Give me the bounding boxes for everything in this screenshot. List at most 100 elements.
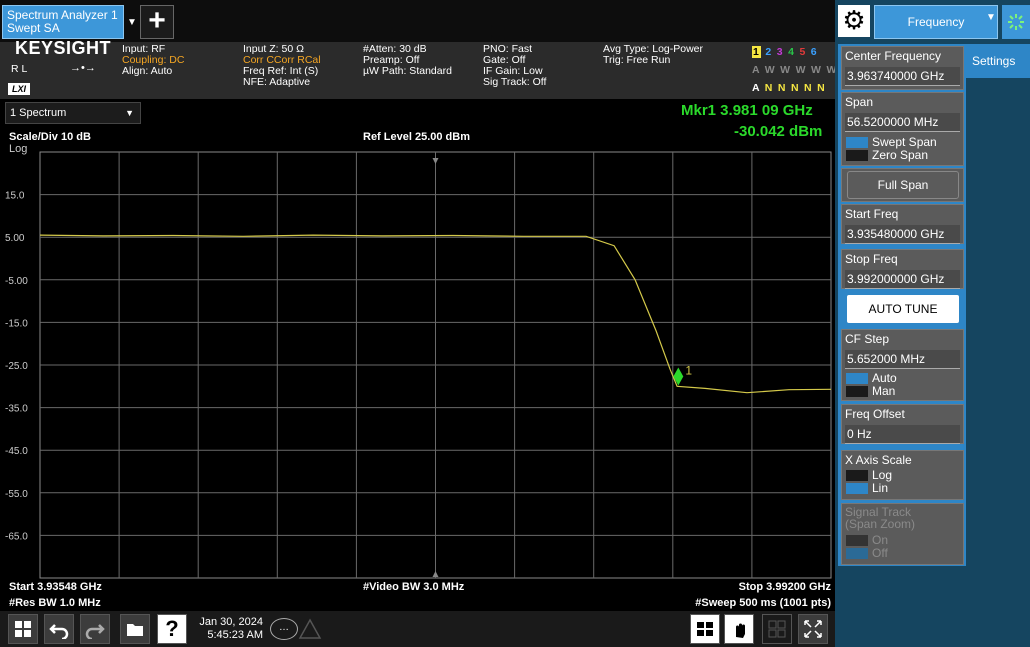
start-freq-value[interactable]: 3.935480000 GHz: [845, 225, 960, 244]
cf-step-man-option[interactable]: Man: [846, 384, 896, 398]
freq-offset-softkey[interactable]: Freq Offset 0 Hz: [841, 404, 964, 444]
center-frequency-softkey[interactable]: Center Frequency 3.963740000 GHz: [841, 46, 964, 90]
signal-track-label: Signal Track: [845, 505, 912, 519]
warning-icon[interactable]: [298, 618, 322, 645]
cf-step-softkey[interactable]: CF Step 5.652000 MHz Auto Man: [841, 329, 964, 401]
y-tick-label: -45.0: [5, 446, 28, 457]
trace-detectors: A N N N N N: [752, 83, 834, 94]
settings-info-bar: KEYSIGHT R L →•→ LXI Input: RF Coupling:…: [0, 39, 838, 99]
stop-freq-label: Stop 3.99200 GHz: [738, 581, 831, 593]
help-button[interactable]: ?: [157, 614, 187, 644]
info-sig-track: Sig Track: Off: [483, 76, 547, 88]
undo-button[interactable]: [44, 614, 74, 644]
trace-type-2: W: [764, 64, 776, 76]
cf-man-label: Man: [872, 384, 896, 398]
trace-type-5: W: [811, 64, 823, 76]
info-col-pno[interactable]: PNO: Fast Gate: Off IF Gain: Low Sig Tra…: [483, 44, 546, 88]
clock: Jan 30, 2024 5:45:23 AM: [197, 616, 263, 642]
input-arrow-icon: →•→: [70, 62, 96, 74]
stop-freq-softkey[interactable]: Stop Freq 3.992000000 GHz: [841, 249, 964, 289]
settings-gear-button[interactable]: ⚙: [838, 5, 870, 37]
y-tick-label: -25.0: [5, 361, 28, 372]
multi-window-button[interactable]: [690, 614, 720, 644]
expand-icon: [804, 620, 822, 638]
trace-3: 3: [776, 46, 784, 58]
start-freq-softkey[interactable]: Start Freq 3.935480000 GHz: [841, 204, 964, 244]
menu-dropdown-icon[interactable]: ▼: [986, 12, 996, 23]
grid-icon: [697, 622, 713, 636]
add-screen-button[interactable]: +: [140, 5, 174, 39]
info-col-impedance[interactable]: Input Z: 50 Ω Corr CCorr RCal Freq Ref: …: [243, 44, 321, 88]
x-axis-scale-label: X Axis Scale: [845, 453, 912, 467]
trace-4: 4: [788, 46, 796, 58]
window-select-dropdown[interactable]: 1 Spectrum ▼: [5, 102, 141, 124]
trace-det-3: N: [777, 82, 787, 94]
plot-area[interactable]: [0, 99, 835, 611]
trace-indicator[interactable]: 1 2 3 4 5 6 A W W W W W A N N N N N: [752, 45, 838, 97]
clock-date: Jan 30, 2024: [199, 616, 263, 628]
stop-freq-label: Stop Freq: [845, 252, 898, 266]
swept-span-option[interactable]: Swept Span: [846, 136, 937, 149]
message-icon[interactable]: …: [270, 618, 298, 640]
span-value[interactable]: 56.5200000 MHz: [845, 113, 960, 132]
cf-step-label: CF Step: [845, 332, 890, 346]
touch-button[interactable]: [724, 614, 754, 644]
on-label: On: [872, 533, 889, 547]
x-axis-scale-softkey[interactable]: X Axis Scale Log Lin: [841, 450, 964, 500]
grid-lines: [39, 151, 832, 579]
question-icon: ?: [165, 616, 179, 641]
trace-2: 2: [765, 46, 773, 58]
cf-step-auto-option[interactable]: Auto: [846, 372, 897, 385]
frequency-menu-tab[interactable]: Frequency: [874, 5, 998, 39]
info-col-input[interactable]: Input: RF Coupling: DC Align: Auto: [122, 44, 184, 77]
layout-button[interactable]: [762, 614, 792, 644]
info-preamp: Preamp: Off: [363, 54, 420, 66]
cf-step-value[interactable]: 5.652000 MHz: [845, 350, 960, 369]
file-button[interactable]: [120, 614, 150, 644]
spectrum-graticule[interactable]: 15.0 5.00 -5.00 -15.0 -25.0 -35.0 -45.0 -55.0 -6…: [0, 99, 835, 611]
gear-icon: ⚙: [842, 5, 866, 35]
taskbar: ? Jan 30, 2024 5:45:23 AM …: [0, 611, 835, 647]
frequency-menu-label: Frequency: [907, 15, 965, 29]
settings-tab-label: Settings: [972, 54, 1016, 68]
scale-div-label: Scale/Div 10 dB: [9, 131, 91, 143]
info-input: Input: RF: [122, 43, 166, 55]
span-softkey[interactable]: Span 56.5200000 MHz Swept Span Zero Span: [841, 92, 964, 166]
info-col-avg[interactable]: Avg Type: Log-Power Trig: Free Run: [603, 44, 703, 66]
redo-button[interactable]: [80, 614, 110, 644]
trace-type-3: W: [780, 64, 792, 76]
redo-icon: [85, 624, 105, 639]
trace-det-2: N: [764, 82, 774, 94]
signal-track-off-option[interactable]: Off: [846, 547, 888, 560]
info-uw-path: µW Path: Standard: [363, 65, 452, 77]
info-input-z: Input Z: 50 Ω: [243, 43, 304, 55]
x-axis-log-option[interactable]: Log: [846, 469, 892, 482]
fullscreen-button[interactable]: [798, 614, 828, 644]
info-nfe: NFE: Adaptive: [243, 76, 311, 88]
zero-span-option[interactable]: Zero Span: [846, 149, 928, 162]
tab-settings[interactable]: Settings: [966, 44, 1030, 78]
freq-offset-value[interactable]: 0 Hz: [845, 425, 960, 444]
windows-start-button[interactable]: [8, 614, 38, 644]
trace-type-6: W: [826, 64, 838, 76]
info-col-atten[interactable]: #Atten: 30 dB Preamp: Off µW Path: Stand…: [363, 44, 452, 77]
marker-1-diamond-icon: [673, 367, 684, 386]
hand-icon: [736, 623, 745, 638]
span-zoom-label: (Span Zoom): [845, 517, 916, 531]
signal-track-softkey[interactable]: Signal Track (Span Zoom) On Off: [841, 503, 964, 565]
full-span-button[interactable]: Full Span: [847, 171, 959, 199]
auto-tune-button[interactable]: AUTO TUNE: [847, 295, 959, 323]
stop-freq-value[interactable]: 3.992000000 GHz: [845, 270, 960, 289]
info-coupling: Coupling: DC: [122, 54, 185, 66]
info-pno: PNO: Fast: [483, 43, 533, 55]
tab-dropdown-icon[interactable]: ▼: [125, 5, 139, 39]
lxi-logo: LXI: [8, 83, 30, 95]
start-freq-label: Start Freq: [845, 207, 899, 221]
trace-det-1: A: [752, 82, 761, 94]
center-frequency-value[interactable]: 3.963740000 GHz: [845, 67, 960, 86]
tab-spectrum-analyzer-1[interactable]: Spectrum Analyzer 1 Swept SA: [2, 5, 124, 39]
signal-track-on-option[interactable]: On: [846, 533, 889, 547]
windows-icon: [15, 621, 31, 637]
x-axis-lin-option[interactable]: Lin: [846, 482, 888, 495]
marker-frequency-readout: Mkr1 3.981 09 GHz: [681, 102, 813, 119]
